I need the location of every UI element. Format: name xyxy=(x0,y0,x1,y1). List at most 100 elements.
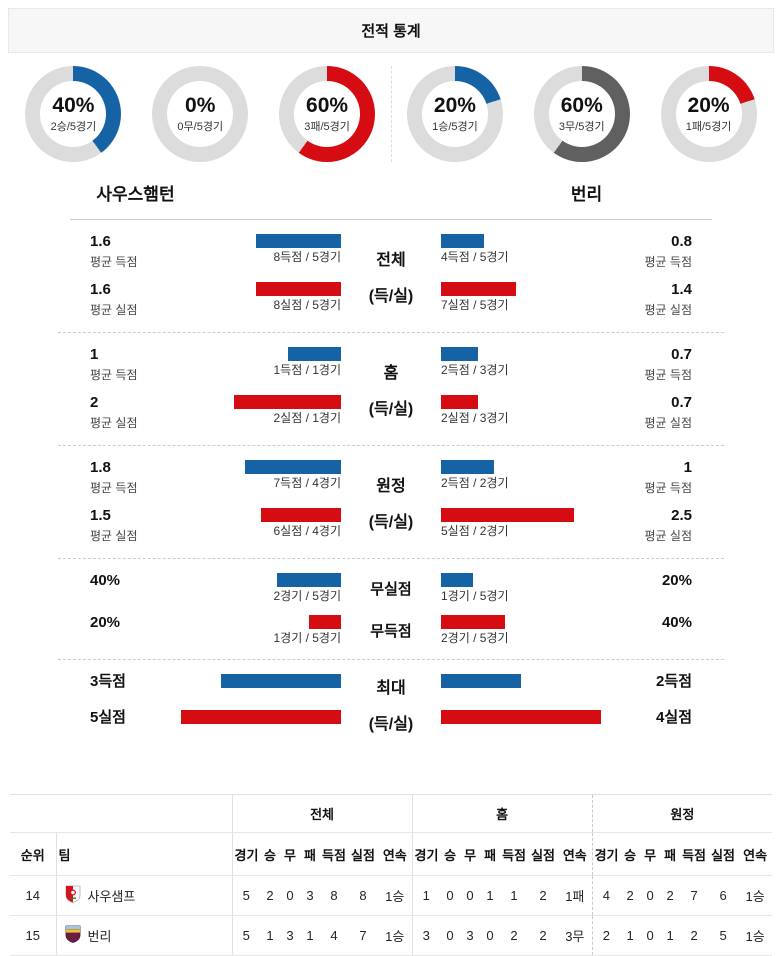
col-header-패: 패 xyxy=(300,832,320,876)
stat-bar xyxy=(441,508,574,522)
team-crest-icon xyxy=(65,885,81,906)
stat-value: 1 xyxy=(683,459,692,476)
team-cell-content: 번리 xyxy=(65,925,230,946)
center-label: (득/실) xyxy=(368,716,414,733)
stat-value-left: 1.6 평균 득점 xyxy=(90,234,180,270)
stat-cell: 1 xyxy=(411,875,441,916)
stat-row: 2 평균 실점 2실점 / 1경기 (득/실) 2실점 / 3경기 0.7 평균 실점 xyxy=(90,395,692,431)
center-label: 최대 xyxy=(376,680,406,697)
col-header-실점: 실점 xyxy=(708,832,739,876)
stat-cell: 1승 xyxy=(738,915,773,956)
stat-row: 20% 1경기 / 5경기 무득점 2경기 / 5경기 40% xyxy=(90,615,692,646)
stat-value-left: 40% xyxy=(90,573,180,603)
bar-group: 8실점 / 5경기 xyxy=(180,282,341,318)
bar-caption: 4득점 / 5경기 xyxy=(441,250,509,264)
stat-value-left: 1.6 평균 실점 xyxy=(90,282,180,318)
stat-cell: 4 xyxy=(320,915,348,956)
col-header-실점: 실점 xyxy=(348,832,378,876)
bar-caption: 5실점 / 2경기 xyxy=(441,524,509,538)
bar-group xyxy=(441,710,602,734)
stat-cell: 3 xyxy=(411,915,441,956)
stat-bar xyxy=(261,508,341,522)
stat-value-right: 2득점 xyxy=(602,674,692,698)
table-group-header-row: 전체 홈 원정 xyxy=(10,794,773,833)
stat-cell: 6 xyxy=(708,875,739,916)
col-header-무: 무 xyxy=(640,832,661,876)
stat-value: 1 xyxy=(90,346,99,363)
stat-value: 0.7 xyxy=(671,394,692,411)
col-header-패: 패 xyxy=(660,832,681,876)
bar-group: 1경기 / 5경기 xyxy=(441,573,602,603)
stat-cell: 5 xyxy=(708,915,739,956)
table-row: 14 사우샘프 5 2 0 3 8 8 1승 1 0 0 1 1 2 1패 4 2 0 2 7 6 1승 xyxy=(10,875,773,916)
stat-value: 2득점 xyxy=(656,673,692,690)
col-header-승: 승 xyxy=(260,832,280,876)
donut-hole: 20% 1패/5경기 xyxy=(675,81,742,147)
stat-bar xyxy=(441,460,494,474)
donut-hole: 0% 0무/5경기 xyxy=(167,81,234,147)
stat-value: 2.5 xyxy=(671,507,692,524)
donut-percent: 20% xyxy=(687,93,730,117)
donut-percent: 40% xyxy=(52,93,95,117)
table-row: 15 번리 5 1 3 1 4 7 1승 3 0 3 0 2 2 3무 2 1 0 1 2 5 1승 xyxy=(10,915,773,956)
rank-cell: 15 xyxy=(10,915,56,956)
stat-value-right: 40% xyxy=(602,615,692,645)
stat-value: 40% xyxy=(90,572,121,589)
stat-value-left: 2 평균 실점 xyxy=(90,395,180,431)
stat-sublabel: 평균 실점 xyxy=(90,303,138,317)
stat-bar xyxy=(288,347,341,361)
stat-cell: 8 xyxy=(320,875,348,916)
stats-blocks: 1.6 평균 득점 8득점 / 5경기 전체 4득점 / 5경기 0.8 평균 득점 1.6 평… xyxy=(0,220,782,748)
stat-block: 1.6 평균 득점 8득점 / 5경기 전체 4득점 / 5경기 0.8 평균 득점 1.6 평… xyxy=(0,220,782,332)
center-label: (득/실) xyxy=(368,514,414,531)
stat-bar xyxy=(441,674,521,688)
stat-cell: 5 xyxy=(231,875,260,916)
stat-value: 3득점 xyxy=(90,673,126,690)
page-title: 전적 통계 xyxy=(8,8,774,53)
donut-label: 1승/5경기 xyxy=(432,120,478,133)
stat-value-right: 20% xyxy=(602,573,692,603)
team-names-row: 사우스햄턴 번리 xyxy=(0,180,782,205)
stat-sublabel: 평균 득점 xyxy=(90,481,138,495)
stat-cell: 3 xyxy=(280,915,300,956)
stat-cell: 7 xyxy=(348,915,378,956)
bar-caption: 1득점 / 1경기 xyxy=(273,363,341,377)
stat-cell: 0 xyxy=(480,915,501,956)
stat-cell: 2 xyxy=(680,915,709,956)
donut-chart: 0% 0무/5경기 xyxy=(152,66,249,162)
stat-sublabel: 평균 실점 xyxy=(90,529,138,543)
stat-row: 1.6 평균 득점 8득점 / 5경기 전체 4득점 / 5경기 0.8 평균 득점 xyxy=(90,234,692,270)
stat-sublabel: 평균 실점 xyxy=(644,529,693,543)
stat-cell: 1승 xyxy=(378,915,413,956)
stat-row: 5실점 (득/실) 4실점 xyxy=(90,710,692,734)
dashed-separator xyxy=(58,332,724,333)
bar-caption: 8실점 / 5경기 xyxy=(273,298,341,312)
stat-value-left: 1 평균 득점 xyxy=(90,347,180,383)
stat-cell: 2 xyxy=(528,915,559,956)
table-head: 전체 홈 원정 순위 팀 경기 승 무 패 득점 실점 연속 경기 승 무 패 득점 실점 연속 경기 승 무 패 득점 실점 연… xyxy=(10,794,773,876)
stat-cell: 1 xyxy=(620,915,641,956)
rank-cell: 14 xyxy=(10,875,56,916)
bar-caption: 2실점 / 1경기 xyxy=(273,411,341,425)
donut-chart: 60% 3패/5경기 xyxy=(279,66,376,162)
col-header-승: 승 xyxy=(440,832,461,876)
stat-value-right: 1 평균 득점 xyxy=(602,459,693,496)
stat-cell: 1승 xyxy=(378,875,413,916)
bar-caption: 7득점 / 4경기 xyxy=(273,476,341,490)
donut-label: 1패/5경기 xyxy=(685,120,732,133)
col-header-패: 패 xyxy=(480,832,501,876)
stat-cell: 1 xyxy=(260,915,280,956)
team-cell-name: 번리 xyxy=(87,929,112,944)
stat-bar xyxy=(256,234,341,248)
stat-value-right: 4실점 xyxy=(602,710,692,734)
stat-cell: 0 xyxy=(440,875,461,916)
stat-cell: 1패 xyxy=(558,875,593,916)
stat-value: 0.8 xyxy=(671,233,692,250)
bar-caption: 2득점 / 2경기 xyxy=(441,476,509,490)
stat-value-right: 0.7 평균 득점 xyxy=(602,347,693,383)
stat-value-left: 20% xyxy=(90,615,180,645)
stat-sublabel: 평균 실점 xyxy=(644,303,693,317)
stat-row: 1.5 평균 실점 6실점 / 4경기 (득/실) 5실점 / 2경기 2.5 평균 실점 xyxy=(90,508,692,544)
stat-bar xyxy=(441,395,478,409)
bar-caption: 1경기 / 5경기 xyxy=(441,589,509,603)
